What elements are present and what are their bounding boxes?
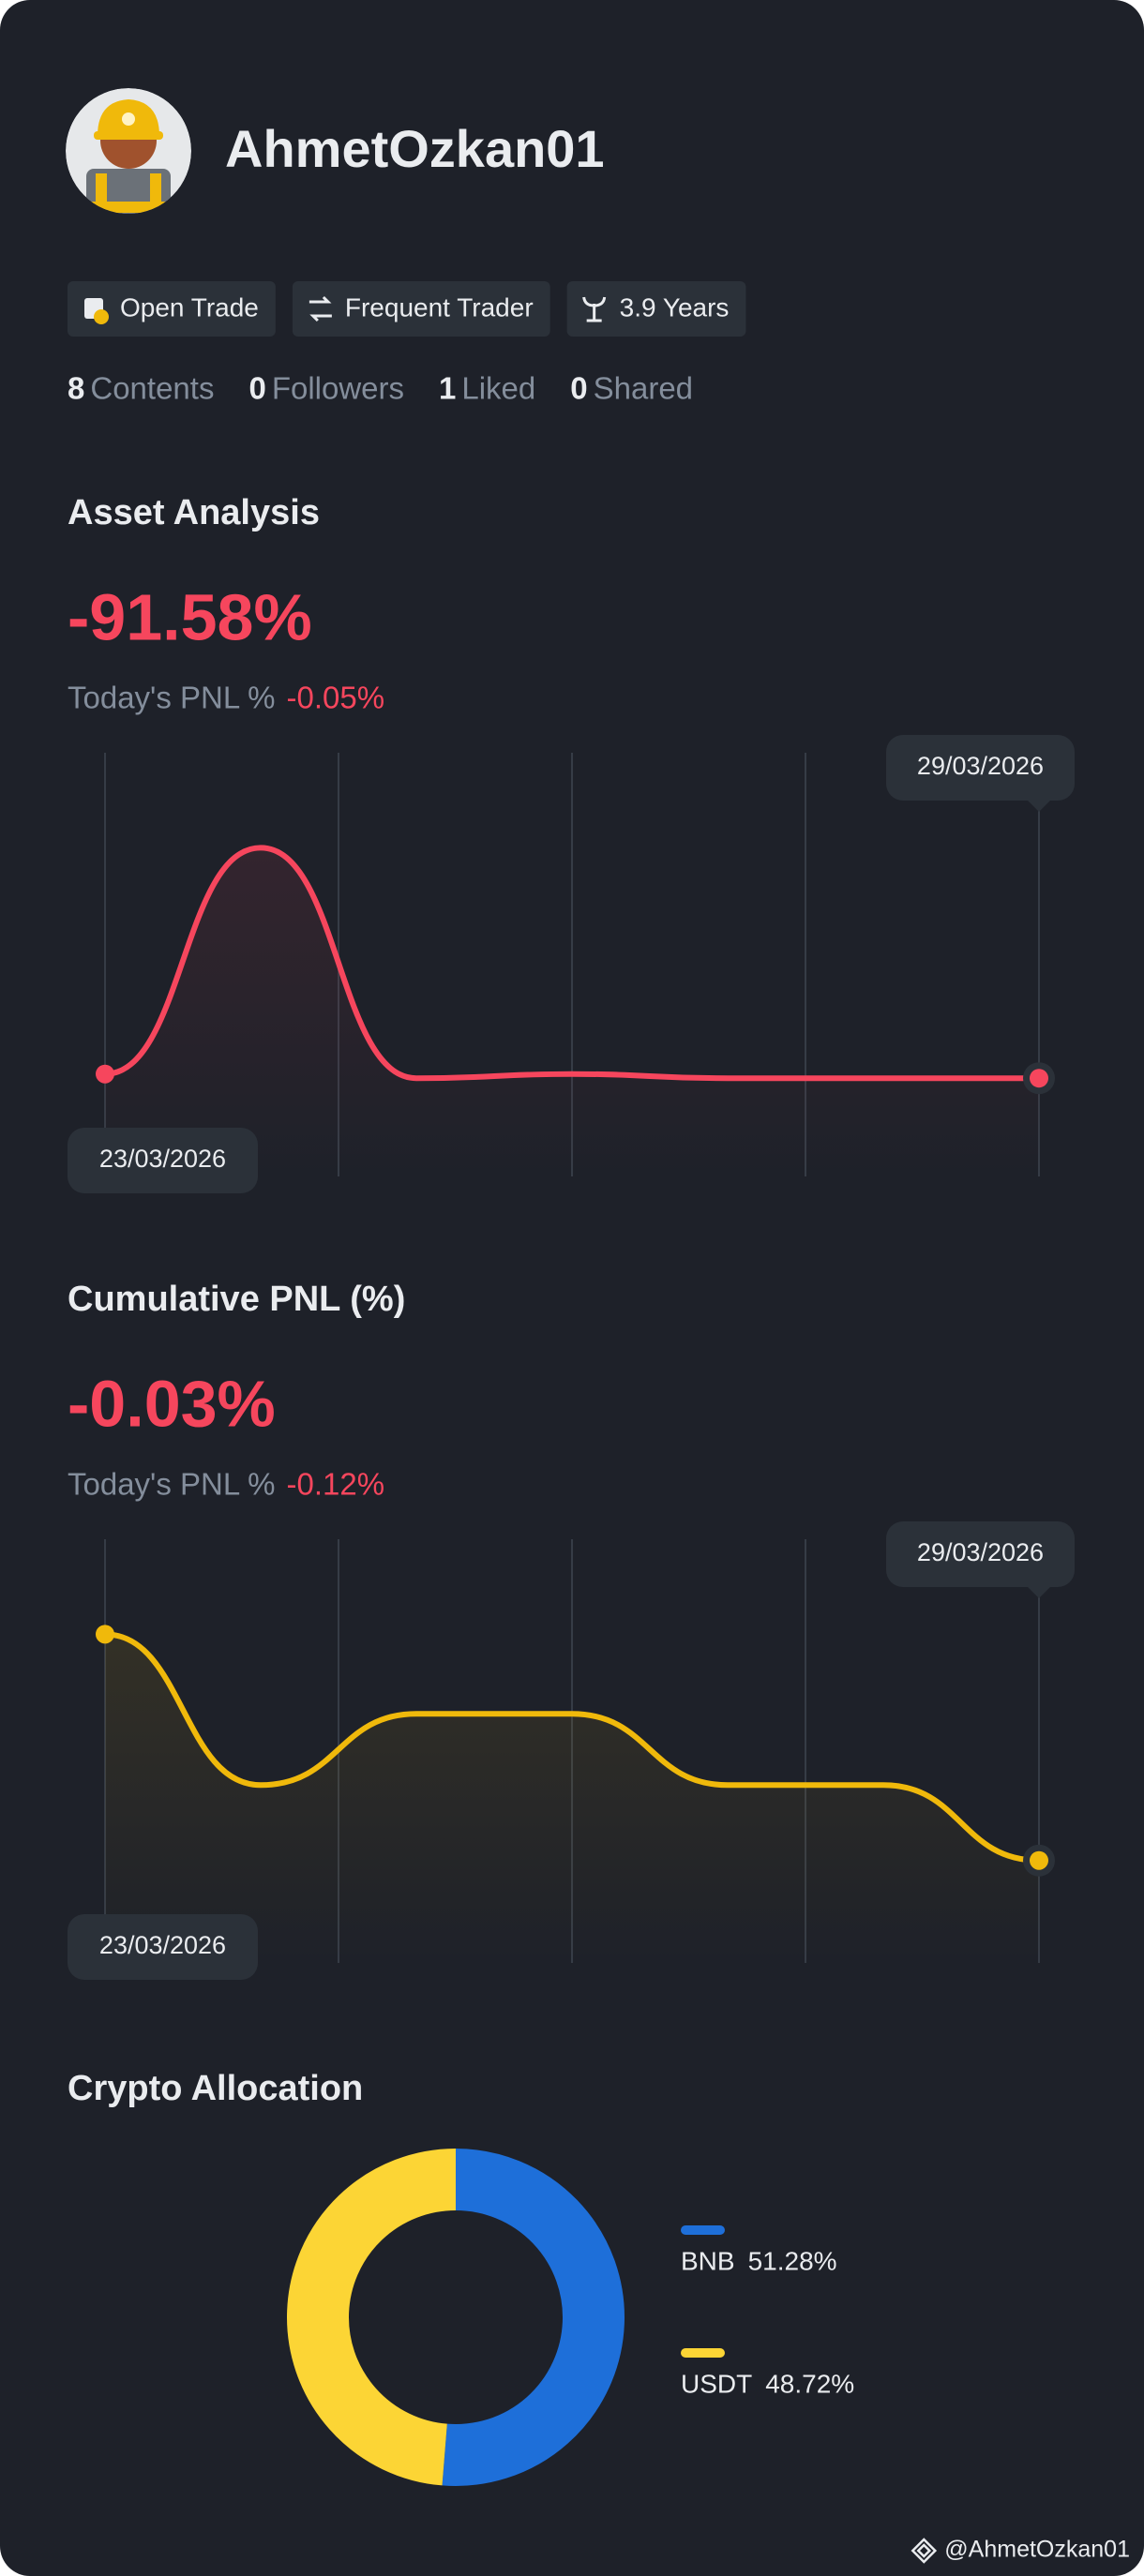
line-series (102, 845, 1042, 1082)
line-series (102, 1631, 1042, 1864)
date-tooltip (68, 1914, 258, 1980)
date-tooltip (68, 1128, 258, 1193)
badge-icon (309, 295, 332, 322)
badge-icon (94, 309, 109, 324)
date-tooltip (886, 735, 1075, 801)
legend-value: 48.72% (765, 2369, 854, 2398)
stat-label: Liked (461, 371, 535, 406)
tooltip-date: 23/03/2026 (99, 1931, 226, 1959)
tooltip-date: 29/03/2026 (917, 752, 1044, 780)
today-value: -0.05% (287, 681, 385, 715)
legend-name: BNB (681, 2246, 735, 2275)
badge-label: Frequent Trader (345, 292, 534, 322)
tooltip-date: 23/03/2026 (99, 1145, 226, 1173)
badge: Open Trade (68, 281, 276, 337)
tooltip-arrow (1028, 801, 1050, 812)
badge: Frequent Trader (292, 281, 550, 337)
badge-label: Open Trade (120, 292, 259, 322)
point (1030, 1850, 1048, 1870)
stat-label: Shared (594, 371, 693, 406)
stat-count: 8 (68, 371, 84, 406)
crypto-allocation-section: Crypto Allocation BNB 51.28% USDT 48.72% (68, 2069, 854, 2486)
donut-segment (442, 2149, 625, 2486)
badge-background (68, 281, 276, 337)
line-area (105, 847, 1039, 1176)
footer-handle: @AhmetOzkan01 (944, 2537, 1130, 2563)
point (96, 1625, 114, 1644)
headline-value: -0.03% (68, 1367, 276, 1440)
tooltip-arrow (1028, 1587, 1050, 1598)
legend-swatch (681, 2348, 725, 2358)
user-name: AhmetOzkan01 (225, 119, 605, 178)
legend-value: 51.28% (748, 2246, 837, 2275)
footer-logo (911, 2538, 938, 2564)
headline-value: -91.58% (68, 580, 312, 653)
badge-background (566, 281, 746, 337)
stat-count: 1 (439, 371, 456, 406)
tooltip-date: 29/03/2026 (917, 1538, 1044, 1566)
point (1030, 1069, 1048, 1088)
today-label: Today's PNL % (68, 681, 276, 715)
badge: 3.9 Years (566, 281, 746, 337)
section-title: Crypto Allocation (68, 2069, 363, 2108)
today-value: -0.12% (287, 1467, 385, 1502)
logo-diamond (911, 2538, 938, 2564)
stats-row: 8 Contents 0 Followers 1 Liked 0 Shared (68, 371, 693, 406)
legend-swatch (681, 2225, 725, 2235)
donut-segment (287, 2149, 457, 2486)
asset-analysis-section: Asset Analysis -91.58% Today's PNL % -0.05%… (68, 493, 1075, 1193)
badge-icon (582, 296, 607, 322)
stat-label: Followers (272, 371, 404, 406)
point (96, 1064, 114, 1084)
stat-label: Contents (90, 371, 214, 406)
section-title: Cumulative PNL (%) (68, 1280, 405, 1319)
badge-label: 3.9 Years (620, 292, 730, 322)
section-title: Asset Analysis (68, 493, 320, 532)
stat-count: 0 (248, 371, 265, 406)
line-area (105, 1634, 1039, 1963)
today-label: Today's PNL % (68, 1467, 276, 1502)
legend-name: USDT (681, 2369, 752, 2398)
date-tooltip (886, 1521, 1075, 1587)
stat-count: 0 (570, 371, 587, 406)
badge-background (292, 281, 550, 337)
cumulative-pnl-section: Cumulative PNL (%) -0.03% Today's PNL % -0.… (68, 1280, 1075, 1980)
footer: @AhmetOzkan01 (911, 2537, 1130, 2564)
badge-row: Open Trade Frequent Trader 3.9 Years (68, 281, 746, 337)
